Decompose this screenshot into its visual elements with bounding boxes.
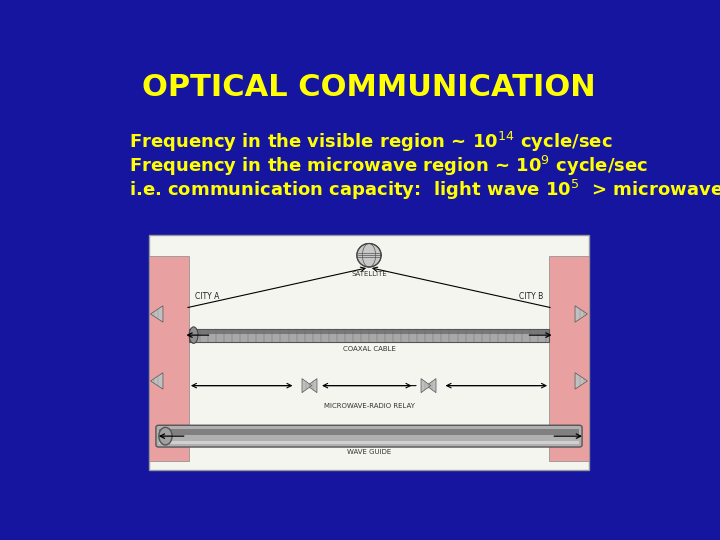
Text: MICROWAVE-RADIO RELAY: MICROWAVE-RADIO RELAY — [323, 403, 415, 409]
Polygon shape — [150, 373, 163, 389]
Polygon shape — [302, 379, 312, 393]
Polygon shape — [575, 306, 588, 322]
FancyBboxPatch shape — [148, 256, 189, 461]
Text: CITY A: CITY A — [194, 292, 219, 301]
Text: COAXAL CABLE: COAXAL CABLE — [343, 346, 395, 352]
Polygon shape — [307, 379, 317, 393]
Text: WAVE GUIDE: WAVE GUIDE — [347, 449, 391, 455]
Polygon shape — [421, 379, 431, 393]
Text: CITY B: CITY B — [519, 292, 544, 301]
Bar — [158, 441, 580, 444]
Ellipse shape — [159, 427, 172, 445]
Text: Frequency in the microwave region ~ 10$^{9}$ cycle/sec: Frequency in the microwave region ~ 10$^… — [129, 154, 648, 178]
FancyBboxPatch shape — [156, 426, 582, 447]
Bar — [189, 329, 549, 342]
Text: SATELLITE: SATELLITE — [351, 271, 387, 276]
Bar — [189, 330, 549, 334]
Text: i.e. communication capacity:  light wave 10$^{5}$  > microwave: i.e. communication capacity: light wave … — [129, 178, 720, 202]
Polygon shape — [150, 306, 163, 322]
FancyBboxPatch shape — [549, 256, 590, 461]
Ellipse shape — [357, 244, 381, 267]
Text: Frequency in the visible region ~ 10$^{14}$ cycle/sec: Frequency in the visible region ~ 10$^{1… — [129, 130, 613, 154]
FancyBboxPatch shape — [148, 235, 590, 470]
Polygon shape — [426, 379, 436, 393]
Polygon shape — [575, 373, 588, 389]
Text: OPTICAL COMMUNICATION: OPTICAL COMMUNICATION — [142, 73, 596, 102]
Ellipse shape — [189, 327, 198, 343]
Bar — [158, 429, 580, 435]
